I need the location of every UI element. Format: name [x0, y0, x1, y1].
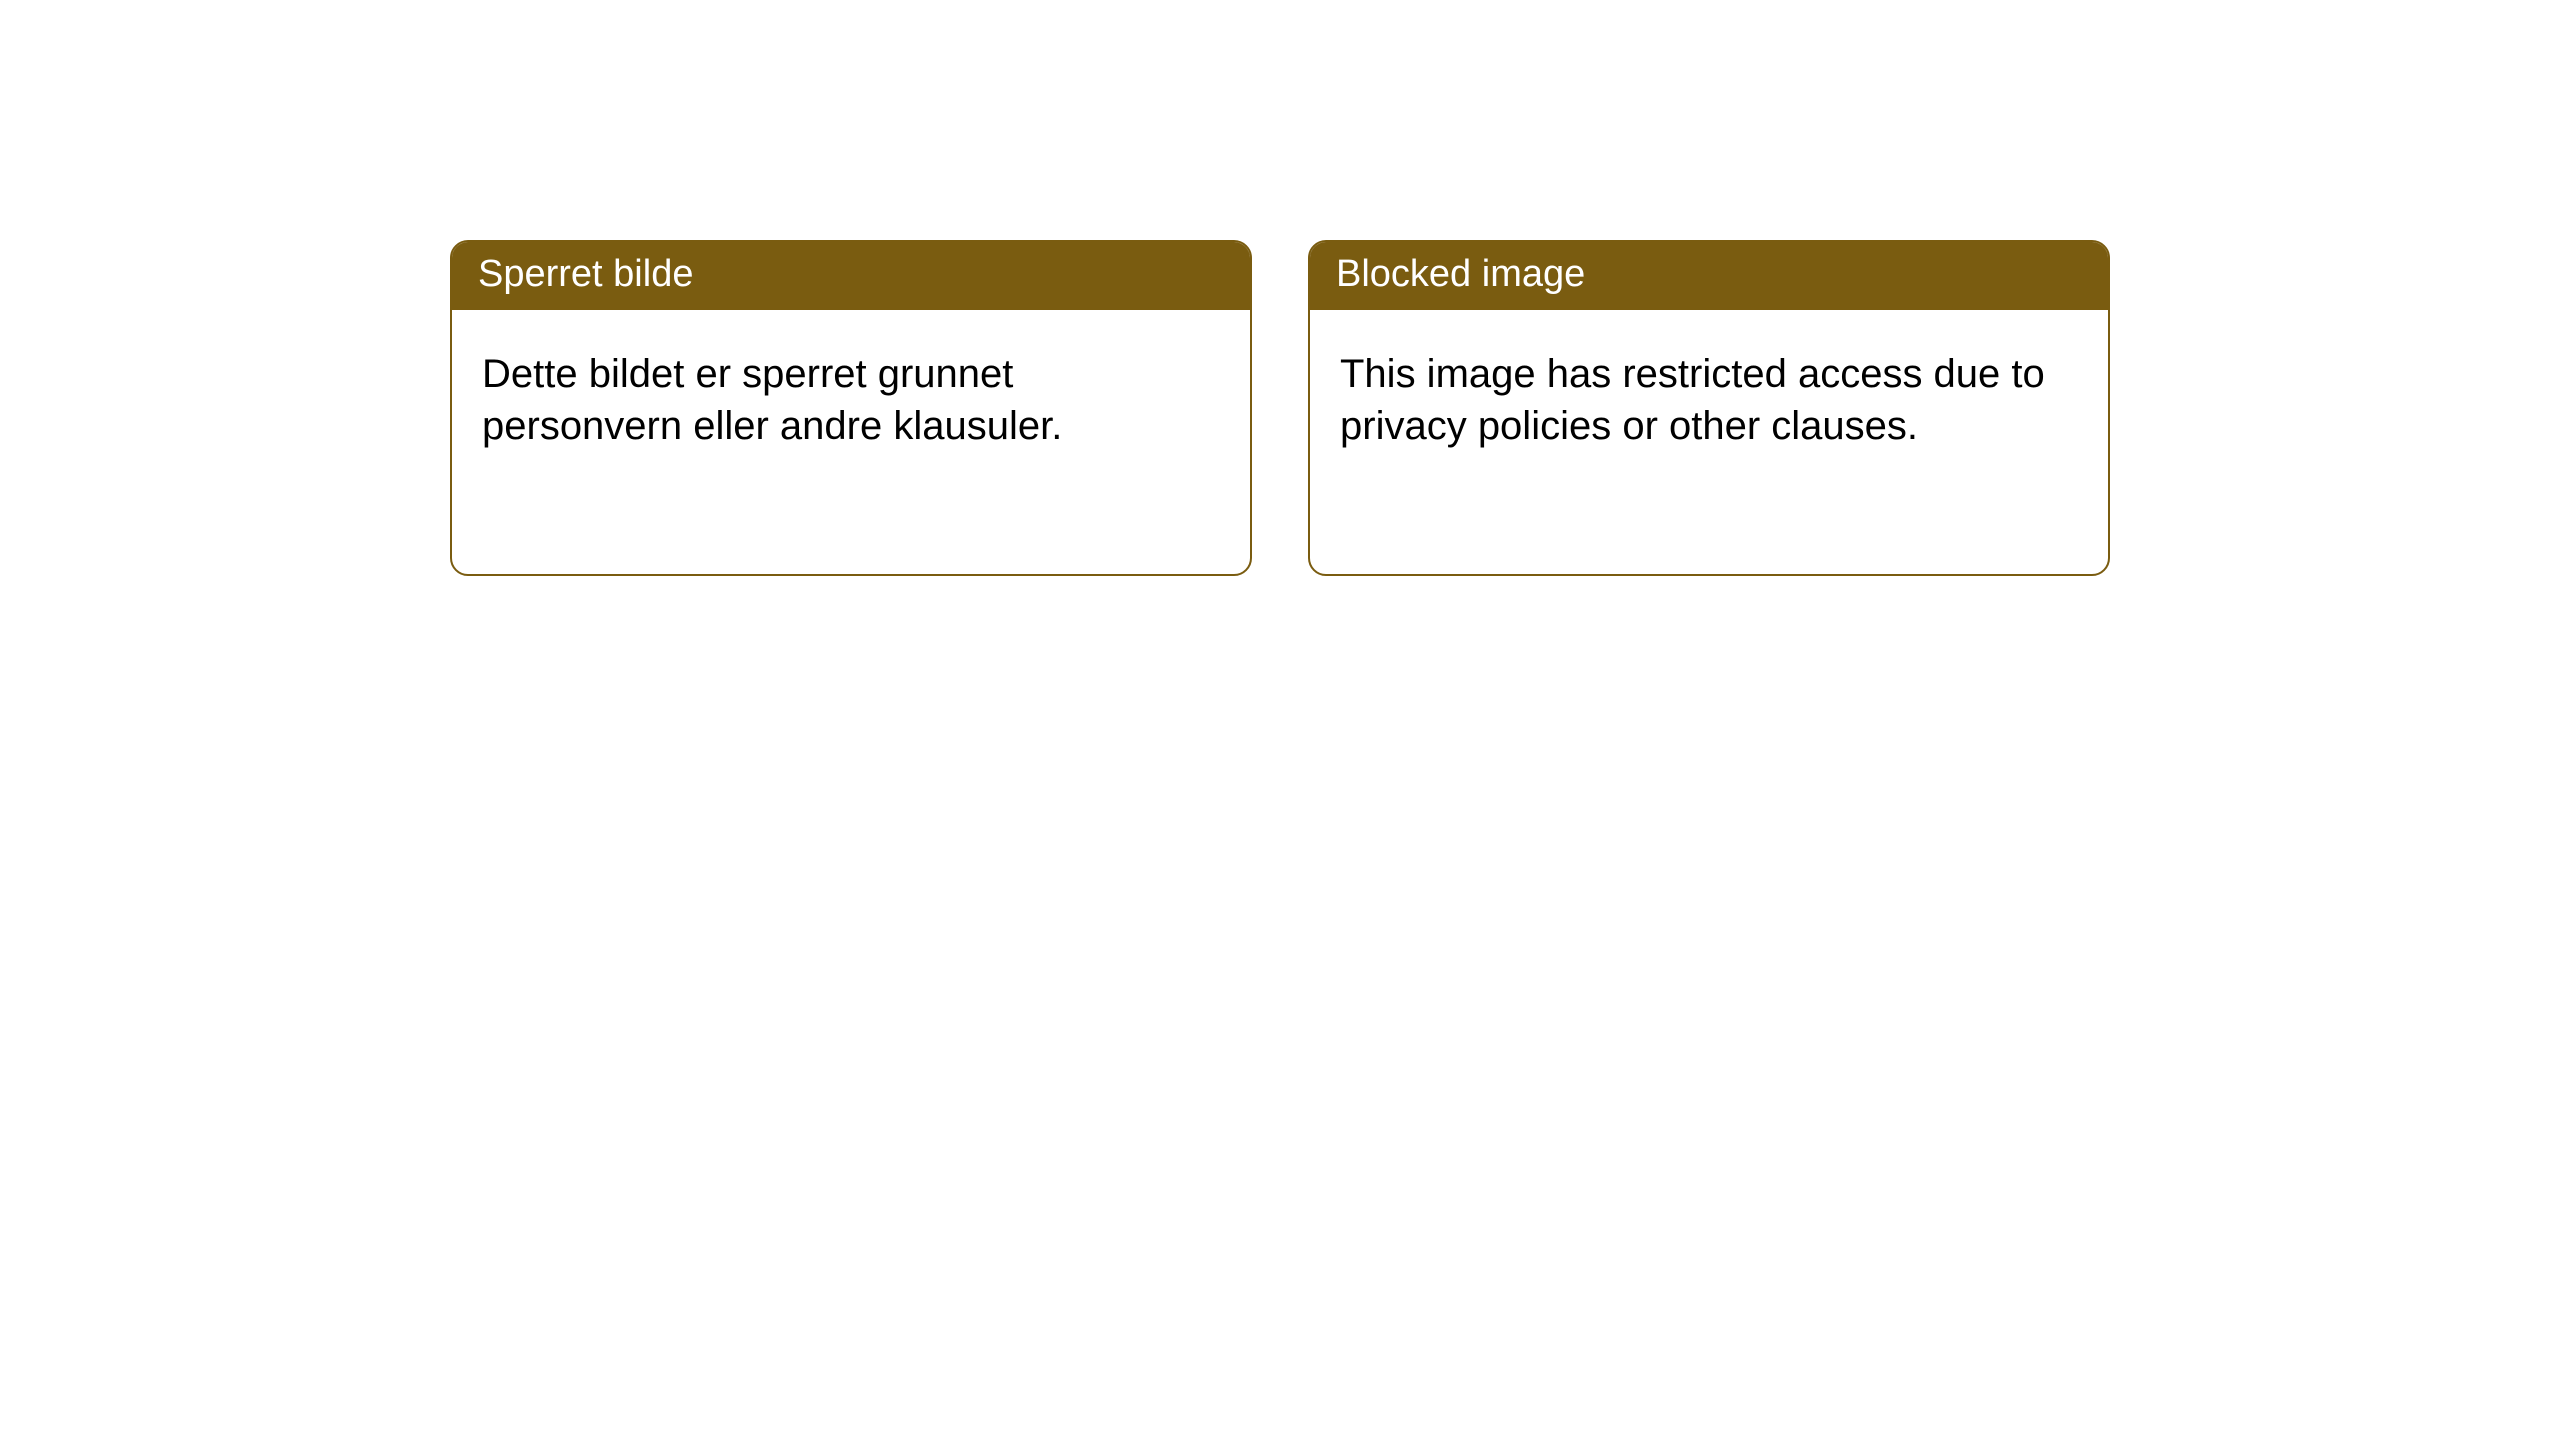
card-header-no: Sperret bilde — [452, 242, 1250, 310]
card-body-en: This image has restricted access due to … — [1310, 310, 2108, 482]
card-header-en: Blocked image — [1310, 242, 2108, 310]
blocked-image-card-no: Sperret bilde Dette bildet er sperret gr… — [450, 240, 1252, 576]
card-body-no: Dette bildet er sperret grunnet personve… — [452, 310, 1250, 482]
notice-cards-container: Sperret bilde Dette bildet er sperret gr… — [0, 0, 2560, 576]
blocked-image-card-en: Blocked image This image has restricted … — [1308, 240, 2110, 576]
